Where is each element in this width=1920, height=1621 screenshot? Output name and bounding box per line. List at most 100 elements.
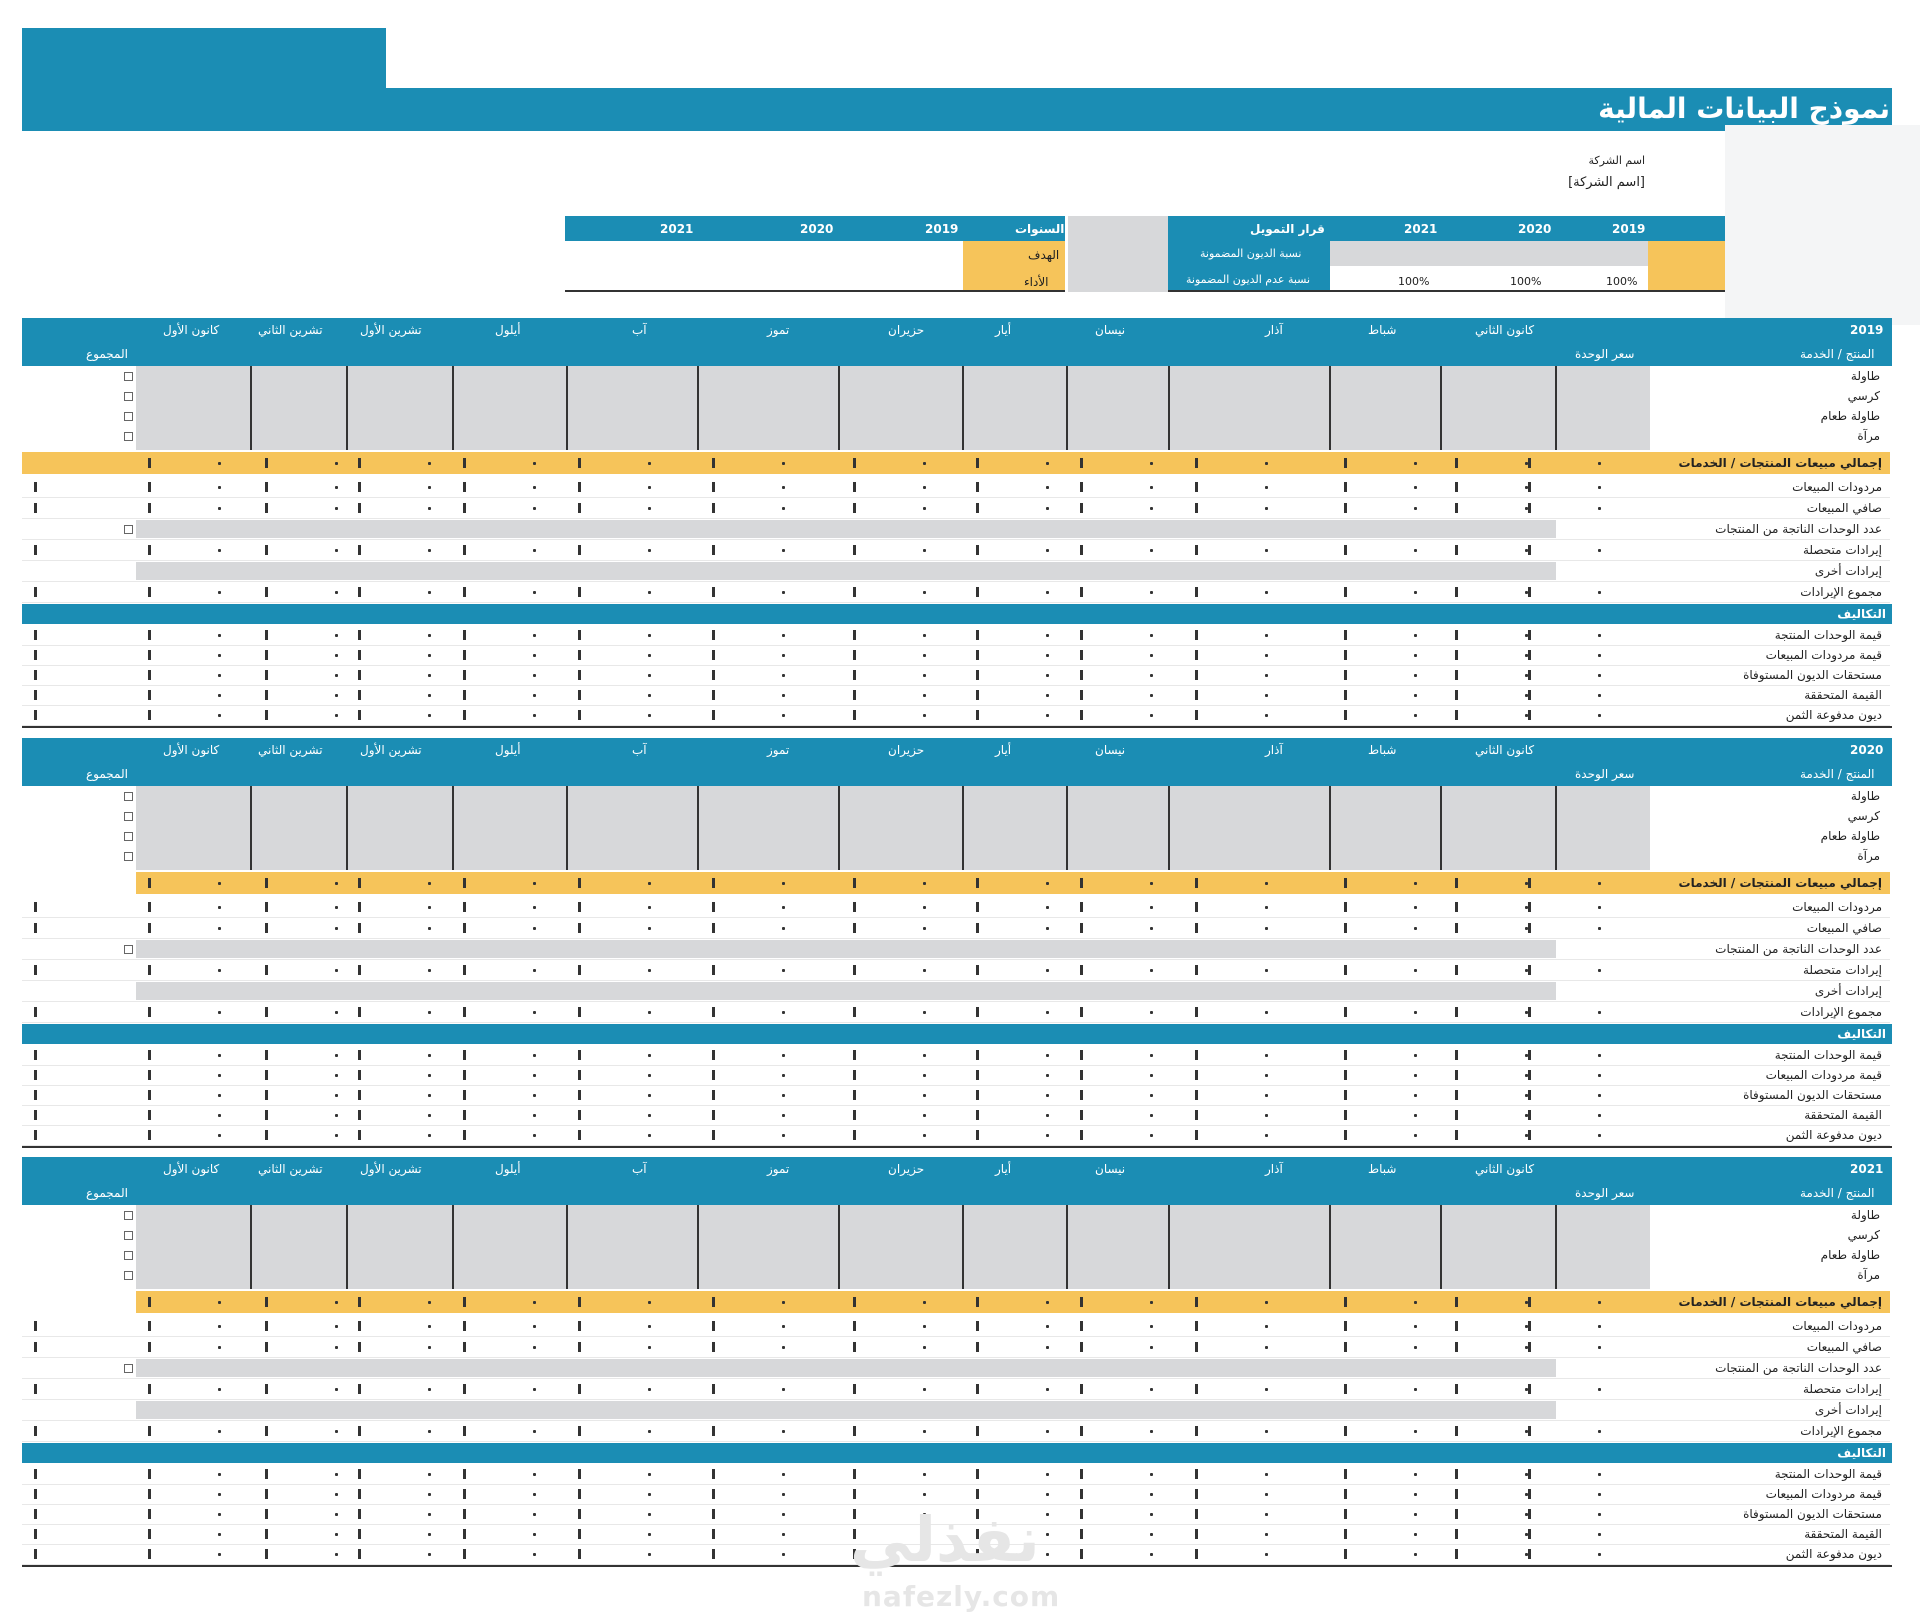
value-dash: [1046, 654, 1049, 657]
input-row[interactable]: [136, 1359, 1556, 1377]
value-dash: [1046, 1114, 1049, 1117]
month-header: أيار: [995, 743, 1012, 757]
row-line: [22, 980, 1890, 981]
product-checkbox[interactable]: [124, 812, 133, 821]
product-checkbox[interactable]: [124, 1231, 133, 1240]
value-marker: [34, 710, 37, 720]
costs-header: التكاليف: [1837, 1446, 1886, 1460]
summary-right-bottom-line: [1168, 290, 1725, 292]
input-row[interactable]: [136, 562, 1556, 580]
value-dash: [428, 634, 431, 637]
total-dash: [1525, 462, 1528, 465]
product-checkbox[interactable]: [124, 1251, 133, 1260]
col-total: المجموع: [86, 347, 128, 361]
product-name: طاولة طعام: [1820, 1248, 1880, 1262]
summary-right-value-3[interactable]: 100%: [1606, 275, 1638, 288]
value-marker: [1195, 587, 1198, 597]
value-marker: [712, 1007, 715, 1017]
summary-right-value-2[interactable]: 100%: [1510, 275, 1542, 288]
value-marker: [1344, 650, 1347, 660]
value-dash: [428, 906, 431, 909]
value-marker: [1455, 1529, 1458, 1539]
summary-left-header: [565, 216, 1065, 241]
value-marker: [1528, 1070, 1531, 1080]
product-checkbox[interactable]: [124, 792, 133, 801]
value-dash: [533, 927, 536, 930]
row-checkbox[interactable]: [124, 525, 133, 534]
product-checkbox[interactable]: [124, 372, 133, 381]
row-line: [22, 1001, 1890, 1002]
product-checkbox[interactable]: [124, 412, 133, 421]
value-dash: [1150, 1473, 1153, 1476]
value-dash: [1150, 1074, 1153, 1077]
total-dash: [218, 882, 221, 885]
product-checkbox[interactable]: [124, 392, 133, 401]
cost-row-label: مستحقات الديون المستوفاة: [1743, 1507, 1882, 1521]
value-dash: [218, 549, 221, 552]
value-dash: [218, 507, 221, 510]
input-row[interactable]: [136, 940, 1556, 958]
product-checkbox[interactable]: [124, 432, 133, 441]
value-dash: [533, 1533, 536, 1536]
input-row[interactable]: [136, 520, 1556, 538]
value-marker: [1455, 1384, 1458, 1394]
value-dash: [1046, 507, 1049, 510]
summary-right-value-1[interactable]: 100%: [1398, 275, 1430, 288]
value-marker: [1080, 482, 1083, 492]
value-marker: [1344, 690, 1347, 700]
revenue-row-label: مجموع الإيرادات: [1800, 1005, 1882, 1019]
product-input-area[interactable]: [136, 786, 1650, 870]
total-marker: [712, 878, 715, 888]
total-dash: [428, 882, 431, 885]
summary-right-header: [1168, 216, 1725, 241]
row-checkbox[interactable]: [124, 1364, 133, 1373]
company-name-value[interactable]: [اسم الشركة]: [1568, 175, 1645, 190]
value-dash: [1150, 969, 1153, 972]
product-checkbox[interactable]: [124, 852, 133, 861]
value-dash: [648, 1114, 651, 1117]
value-dash: [428, 1533, 431, 1536]
row-checkbox[interactable]: [124, 945, 133, 954]
value-dash: [533, 507, 536, 510]
value-dash: [1598, 591, 1601, 594]
product-input-area[interactable]: [136, 366, 1650, 450]
value-dash: [782, 927, 785, 930]
product-checkbox[interactable]: [124, 1271, 133, 1280]
product-checkbox[interactable]: [124, 832, 133, 841]
value-marker: [1344, 1549, 1347, 1559]
value-dash: [1525, 654, 1528, 657]
input-row[interactable]: [136, 1401, 1556, 1419]
value-marker: [1080, 1509, 1083, 1519]
value-dash: [1046, 1094, 1049, 1097]
value-marker: [358, 1489, 361, 1499]
value-marker: [34, 1384, 37, 1394]
value-dash: [428, 1011, 431, 1014]
value-marker: [976, 630, 979, 640]
month-header: أيار: [995, 1162, 1012, 1176]
column-separator: [346, 1205, 348, 1289]
total-marker: [1455, 458, 1458, 468]
value-marker: [265, 670, 268, 680]
value-marker: [712, 1509, 715, 1519]
value-marker: [1455, 1130, 1458, 1140]
revenue-row-label: مجموع الإيرادات: [1800, 1424, 1882, 1438]
total-dash: [782, 462, 785, 465]
row-line: [22, 665, 1890, 666]
value-dash: [923, 634, 926, 637]
product-checkbox[interactable]: [124, 1211, 133, 1220]
month-header: آب: [632, 743, 647, 757]
value-marker: [358, 1130, 361, 1140]
value-dash: [1414, 1114, 1417, 1117]
total-dash: [648, 882, 651, 885]
value-marker: [976, 1130, 979, 1140]
value-marker: [1195, 690, 1198, 700]
product-input-area[interactable]: [136, 1205, 1650, 1289]
value-dash: [1525, 1346, 1528, 1349]
value-dash: [1525, 1325, 1528, 1328]
value-dash: [1046, 927, 1049, 930]
value-marker: [265, 923, 268, 933]
value-marker: [578, 1509, 581, 1519]
input-row[interactable]: [136, 982, 1556, 1000]
value-dash: [923, 654, 926, 657]
value-dash: [648, 549, 651, 552]
